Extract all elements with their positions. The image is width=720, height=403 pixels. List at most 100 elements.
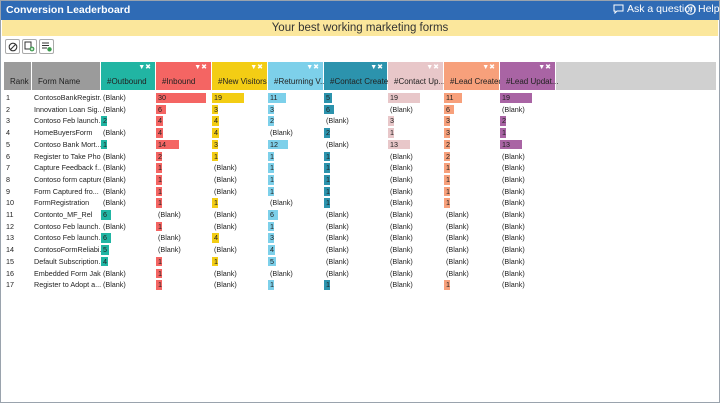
column-header-label: #Contact Created <box>330 77 393 86</box>
table-row[interactable]: 6 Register to Take Pho... (Blank) 2 1 1 1 (Blan… <box>4 151 716 163</box>
value-bar <box>268 280 274 290</box>
value-bar <box>388 116 394 127</box>
cell-value: Contoso Bank Mort... <box>34 139 101 149</box>
table-row[interactable]: 11 Contonto_MF_Rel 6 (Blank) (Blank) 6 (Blank)… <box>4 209 716 221</box>
cell-contact-created: 2 <box>324 127 388 139</box>
filter-clear-icon[interactable]: ▼✖ <box>370 64 383 71</box>
table-row[interactable]: 17 Register to Adopt a... (Blank) 1 (Blank) 1… <box>4 279 716 291</box>
cell-value: (Blank) <box>326 116 349 126</box>
value-bar <box>212 116 219 127</box>
table-row[interactable]: 2 Innovation Loan Sig... (Blank) 6 3 3 6 (Blank… <box>4 104 716 116</box>
cell-value: (Blank) <box>103 221 126 231</box>
filter-clear-icon[interactable]: ▼✖ <box>250 64 263 71</box>
value-bar <box>324 198 330 208</box>
ask-question-button[interactable]: Ask a question <box>613 3 696 15</box>
value-bar <box>324 186 330 197</box>
clear-filters-button[interactable] <box>5 39 20 54</box>
table-row[interactable]: 14 ContosoFormReliabi... 5 (Blank) (Blank) 4 (… <box>4 244 716 256</box>
cell-value: ContosoBankRegistr... <box>34 93 101 102</box>
cell-value: Register to Take Pho... <box>34 151 101 161</box>
cell-value: 6 <box>103 233 107 243</box>
cell-contact-created: (Blank) <box>324 221 388 233</box>
table-row[interactable]: 12 Contoso Feb launch... (Blank) 1 (Blank) 1(… <box>4 221 716 233</box>
cell-value: 17 <box>6 280 14 290</box>
cell-contact-created: 1 <box>324 279 388 291</box>
filter-clear-icon[interactable]: ▼✖ <box>194 64 207 71</box>
cell-value: 1 <box>446 163 450 173</box>
cell-lead-update: 19 <box>500 92 556 104</box>
list-filter-button[interactable] <box>39 39 54 54</box>
table-row[interactable]: 4 HomeBuyersForm (Blank) 4 4 (Blank) 2 1 3 1 <box>4 127 716 139</box>
filter-clear-icon[interactable]: ▼✖ <box>426 64 439 71</box>
cell-contact-up: (Blank) <box>388 256 444 268</box>
column-header-returning[interactable]: #Returning V... ▼✖ <box>268 62 327 90</box>
cell-value: 1 <box>158 268 162 278</box>
cell-new-visitors: (Blank) <box>212 174 268 186</box>
cell-value: (Blank) <box>326 139 349 149</box>
cell-contact-created: (Blank) <box>324 139 388 151</box>
column-header-outbound[interactable]: #Outbound ▼✖ <box>101 62 155 90</box>
cell-value: (Blank) <box>103 104 126 114</box>
table-row[interactable]: 13 Contoso Feb launch... 6 (Blank) 4 3 (Blank)… <box>4 232 716 244</box>
cell-value: 3 <box>6 116 10 126</box>
column-header-lead-created[interactable]: #Lead Created ▼✖ <box>444 62 503 90</box>
cell-inbound: 6 <box>156 104 212 116</box>
chat-bubble-icon <box>613 4 624 14</box>
add-filter-button[interactable] <box>22 39 37 54</box>
cell-value: 1 <box>158 174 162 184</box>
column-header-label: #Inbound <box>162 77 196 86</box>
filter-clear-icon[interactable]: ▼✖ <box>538 64 551 71</box>
cell-rank: 6 <box>4 151 32 163</box>
table-row[interactable]: 9 Form Captured fro... (Blank) 1 (Blank) 1 1 (B… <box>4 186 716 198</box>
cell-value: 3 <box>214 104 218 114</box>
cell-rank: 11 <box>4 209 32 221</box>
filter-clear-icon[interactable]: ▼✖ <box>138 64 151 71</box>
table-row[interactable]: 15 Default Subscription... 4 1 1 5 (Blank) (Bla… <box>4 256 716 268</box>
column-header-lead-update[interactable]: #Lead Updat... ▼✖ <box>500 62 558 90</box>
cell-value: 13 <box>390 139 398 149</box>
table-row[interactable]: 1 ContosoBankRegistr... (Blank) 30 19 11 5 19 11… <box>4 92 716 104</box>
table-row[interactable]: 5 Contoso Bank Mort... 1 14 3 12 (Blank) 13 2 13 <box>4 139 716 151</box>
cell-form: Contoso Feb launch... <box>32 221 101 233</box>
cell-value: 1 <box>326 186 330 196</box>
filter-clear-icon[interactable]: ▼✖ <box>482 64 495 71</box>
cell-returning: 1 <box>268 162 324 174</box>
cell-returning: 3 <box>268 232 324 244</box>
cell-returning: 1 <box>268 151 324 163</box>
cell-value: (Blank) <box>390 174 413 184</box>
column-header-contact-up[interactable]: #Contact Up... ▼✖ <box>388 62 445 90</box>
column-header-inbound[interactable]: #Inbound ▼✖ <box>156 62 211 90</box>
cell-value: 1 <box>326 151 330 161</box>
cell-value: (Blank) <box>214 280 237 290</box>
cell-value: (Blank) <box>270 128 293 138</box>
table-row[interactable]: 16 Embedded Form Jak... (Blank) 1 (Blank) (Bl… <box>4 268 716 280</box>
cell-new-visitors: (Blank) <box>212 268 268 280</box>
cell-value: 8 <box>6 174 10 184</box>
value-bar <box>444 163 450 173</box>
cell-inbound: 1 <box>156 279 212 291</box>
cell-lead-update: (Blank) <box>500 221 556 233</box>
cell-value: 1 <box>390 128 394 138</box>
cell-new-visitors: (Blank) <box>212 162 268 174</box>
column-header-new-visitors[interactable]: #New Visitors ▼✖ <box>212 62 267 90</box>
table-row[interactable]: 7 Capture Feedback f... (Blank) 1 (Blank) 1 1(… <box>4 162 716 174</box>
column-header-rank[interactable]: Rank <box>4 62 31 90</box>
column-header-form[interactable]: Form Name <box>32 62 100 90</box>
cell-value: Contoso form capture <box>34 174 101 184</box>
table-row[interactable]: 8 Contoso form capture (Blank) 1 (Blank) 1 1 (B… <box>4 174 716 186</box>
cell-value: (Blank) <box>390 186 413 196</box>
help-button[interactable]: ? Help <box>685 3 720 15</box>
cell-contact-created: (Blank) <box>324 268 388 280</box>
table-row[interactable]: 3 Contoso Feb launch... 2 4 4 2 (Blank) 3 3 2 <box>4 115 716 127</box>
cell-value: 9 <box>6 186 10 196</box>
cell-lead-update: (Blank) <box>500 174 556 186</box>
table-row[interactable]: 10 FormRegistration (Blank) 1 1 (Blank) 1 (Blan… <box>4 197 716 209</box>
cell-value: 1 <box>270 186 274 196</box>
filter-clear-icon[interactable]: ▼✖ <box>306 64 319 71</box>
column-header-contact-created[interactable]: #Contact Created ▼✖ <box>324 62 393 90</box>
value-bar <box>156 116 163 127</box>
cell-rank: 16 <box>4 268 32 280</box>
cell-value: (Blank) <box>390 256 413 266</box>
cell-lead-created: (Blank) <box>444 232 500 244</box>
